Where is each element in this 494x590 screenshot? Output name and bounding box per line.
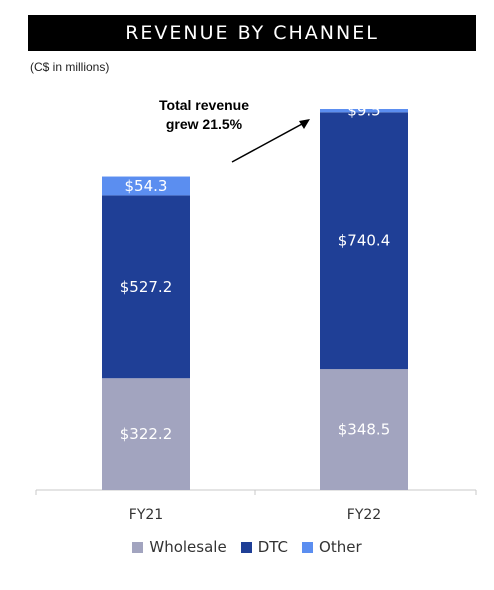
bar-segment-wholesale-fy22 xyxy=(320,369,408,490)
annotation-line-1: Total revenue xyxy=(159,97,249,113)
bar-segment-wholesale-fy21 xyxy=(102,378,190,490)
legend-item-wholesale: Wholesale xyxy=(132,538,227,556)
bar-segment-other-fy21 xyxy=(102,176,190,196)
bar-segment-dtc-fy22 xyxy=(320,112,408,370)
data-label-other-fy21: $54.3 xyxy=(125,177,168,195)
bar-segment-other-fy22 xyxy=(320,109,408,113)
legend-swatch-dtc xyxy=(240,541,252,553)
chart-title: REVENUE BY CHANNEL xyxy=(28,15,476,51)
legend-label-wholesale: Wholesale xyxy=(149,538,227,556)
legend-item-other: Other xyxy=(302,538,362,556)
units-label: (C$ in millions) xyxy=(30,60,110,74)
x-tick-label-fy21: FY21 xyxy=(129,507,163,523)
legend-swatch-other xyxy=(302,541,314,553)
legend-swatch-wholesale xyxy=(132,541,144,553)
growth-annotation: Total revenue grew 21.5% xyxy=(142,96,266,134)
growth-arrow-line xyxy=(231,123,303,163)
data-label-other-fy22: $9.5 xyxy=(347,102,380,120)
legend-item-dtc: DTC xyxy=(240,538,289,556)
x-tick-label-fy22: FY22 xyxy=(347,507,381,523)
annotation-line-2: grew 21.5% xyxy=(165,116,243,132)
growth-arrow-head xyxy=(299,119,310,129)
data-label-wholesale-fy21: $322.2 xyxy=(120,425,173,443)
legend-label-dtc: DTC xyxy=(257,538,289,556)
legend: Wholesale DTC Other xyxy=(0,538,494,556)
data-label-dtc-fy22: $740.4 xyxy=(338,232,391,250)
legend-label-other: Other xyxy=(319,538,362,556)
data-label-dtc-fy21: $527.2 xyxy=(120,278,173,296)
bar-segment-dtc-fy21 xyxy=(102,195,190,379)
data-label-wholesale-fy22: $348.5 xyxy=(338,421,391,439)
